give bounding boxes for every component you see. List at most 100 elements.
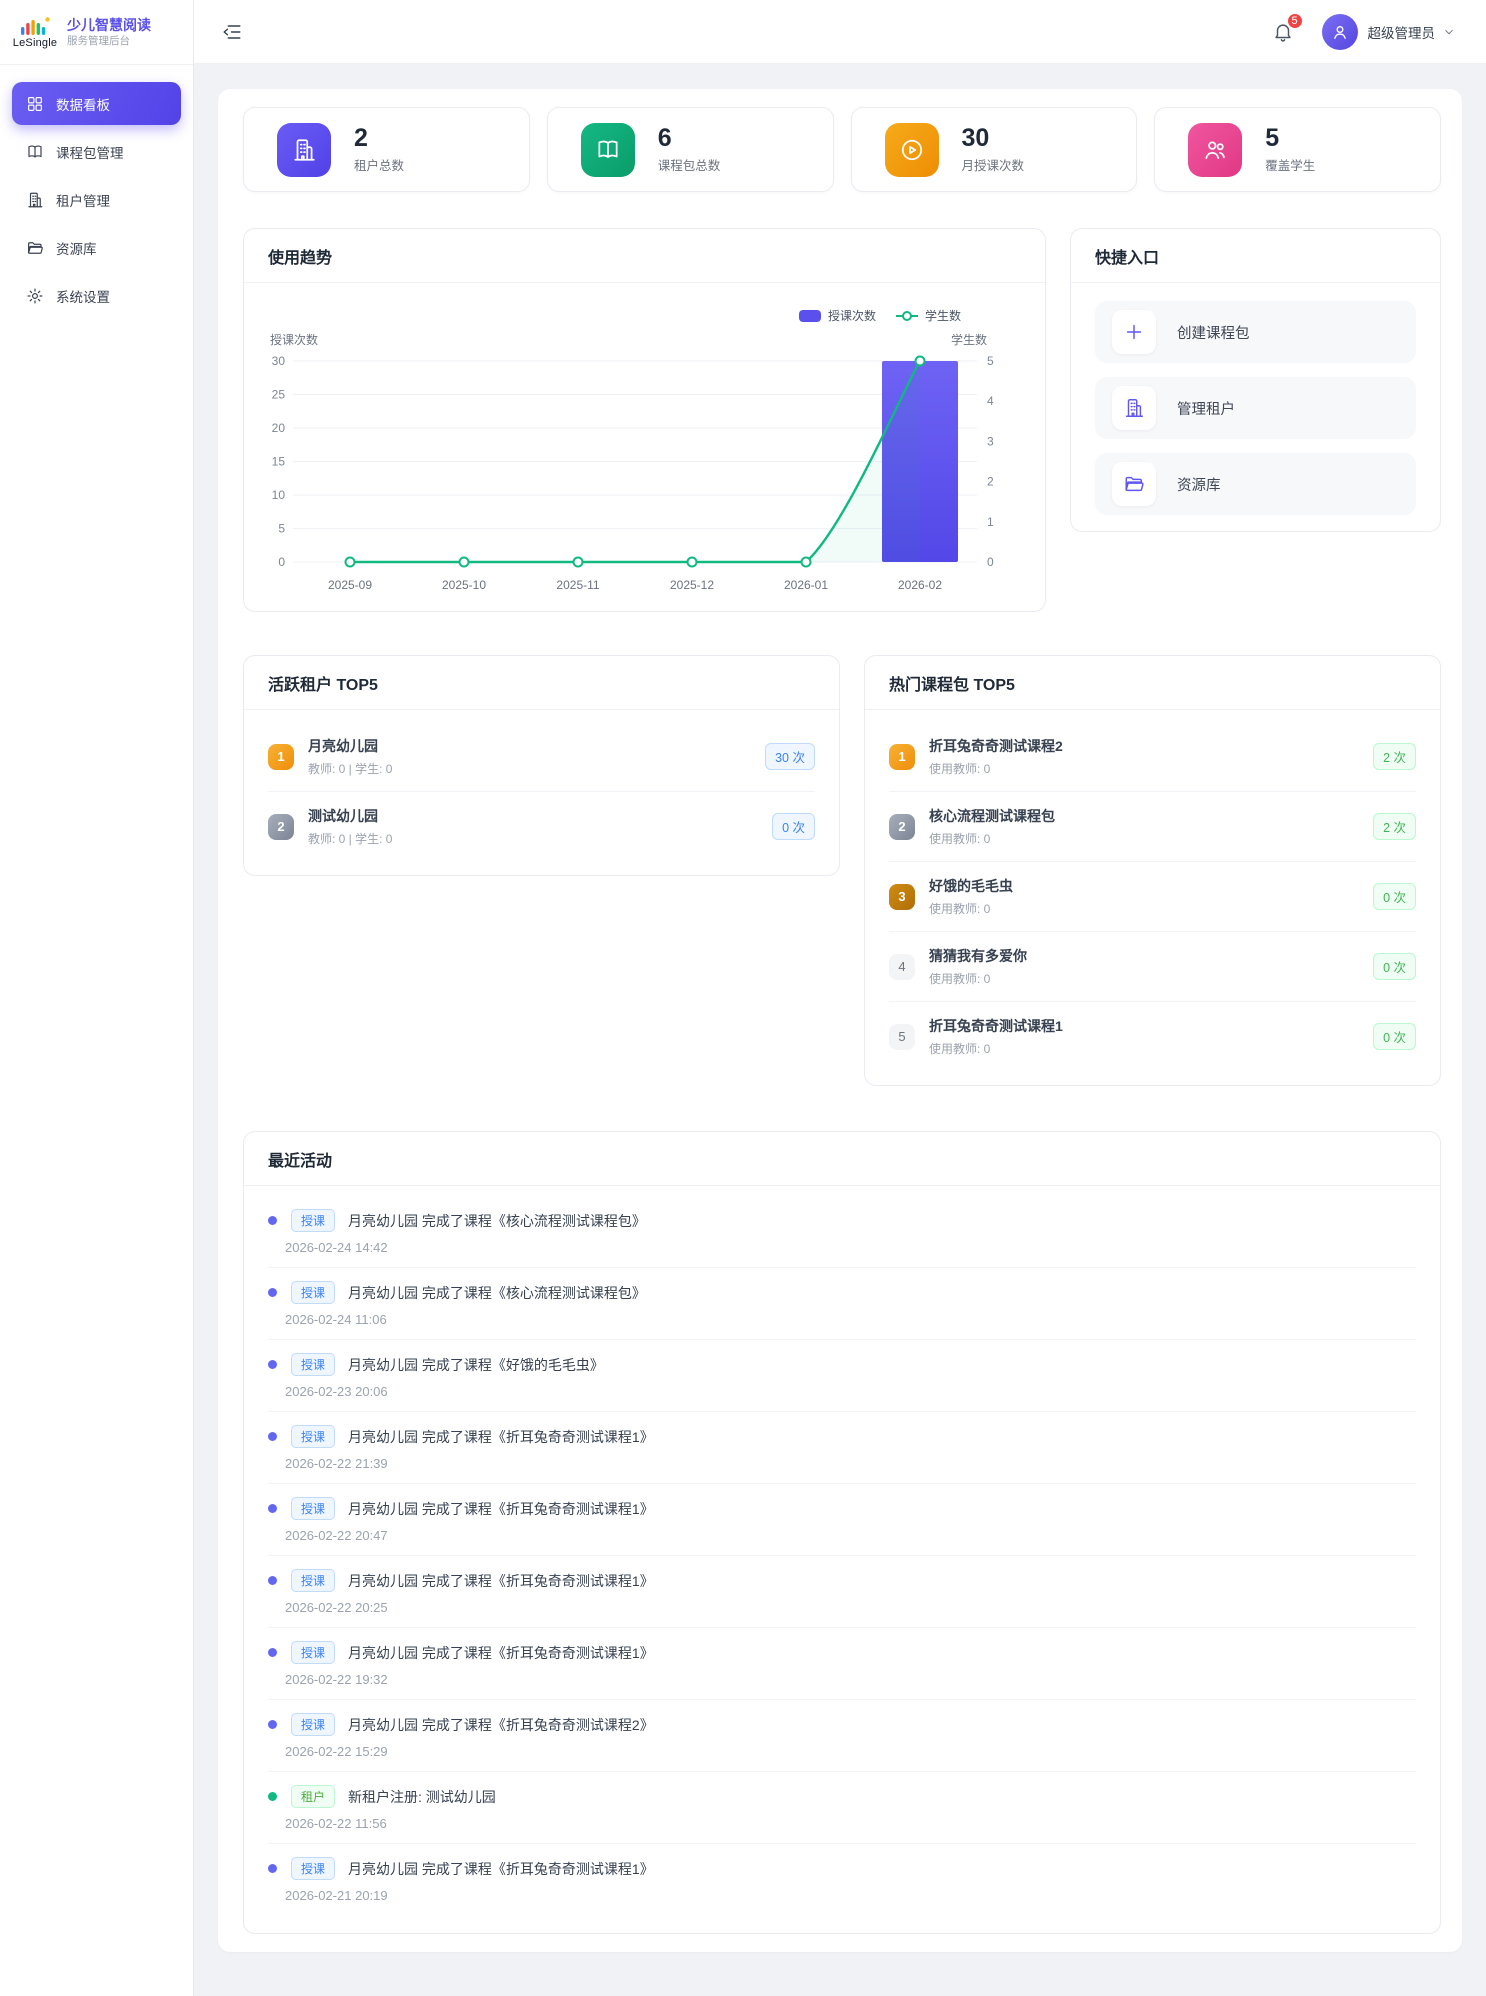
legend-item-bar[interactable]: 授课次数 bbox=[798, 307, 876, 324]
activity-type-badge: 授课 bbox=[291, 1353, 336, 1376]
active-tenants-title: 活跃租户 TOP5 bbox=[268, 676, 378, 694]
package-name: 核心流程测试课程包 bbox=[929, 808, 1055, 824]
activity-time: 2026-02-23 20:06 bbox=[285, 1384, 388, 1399]
sidebar-item-label: 系统设置 bbox=[56, 289, 110, 305]
chart-legend: 授课次数 学生数 bbox=[798, 307, 961, 324]
activity-time: 2026-02-24 14:42 bbox=[285, 1240, 388, 1255]
package-meta: 使用教师: 0 bbox=[929, 1042, 991, 1056]
package-row: 1 折耳兔奇奇测试课程2 使用教师: 0 2 次 bbox=[889, 722, 1416, 792]
notification-bell-icon[interactable]: 5 bbox=[1272, 11, 1304, 43]
quick-entry-title: 快捷入口 bbox=[1095, 249, 1160, 267]
quick-entry-button[interactable]: 资源库 bbox=[1095, 453, 1416, 515]
left-axis-tick: 20 bbox=[272, 421, 286, 435]
bell-icon bbox=[1272, 21, 1294, 43]
activity-type-badge: 租户 bbox=[291, 1785, 336, 1808]
right-axis-tick: 1 bbox=[987, 515, 994, 529]
activity-row: 授课 月亮幼儿园 完成了课程《核心流程测试课程包》 2026-02-24 11:… bbox=[268, 1268, 1416, 1340]
package-meta: 使用教师: 0 bbox=[929, 832, 991, 846]
user-menu[interactable]: 超级管理员 bbox=[1321, 13, 1457, 50]
quick-entry-label: 资源库 bbox=[1177, 477, 1221, 494]
activity-text: 月亮幼儿园 完成了课程《折耳兔奇奇测试课程1》 bbox=[348, 1428, 654, 1445]
stat-value: 6 bbox=[657, 124, 672, 152]
activity-row: 授课 月亮幼儿园 完成了课程《折耳兔奇奇测试课程1》 2026-02-22 20… bbox=[268, 1484, 1416, 1556]
line-area-fill bbox=[350, 361, 920, 562]
rank-badge: 4 bbox=[889, 953, 915, 980]
activity-text: 月亮幼儿园 完成了课程《好饿的毛毛虫》 bbox=[348, 1356, 604, 1373]
tenant-name: 测试幼儿园 bbox=[308, 808, 378, 824]
activity-text: 月亮幼儿园 完成了课程《折耳兔奇奇测试课程2》 bbox=[348, 1716, 654, 1733]
activity-text: 月亮幼儿园 完成了课程《核心流程测试课程包》 bbox=[348, 1284, 646, 1301]
activity-type-badge: 授课 bbox=[291, 1209, 336, 1232]
sidebar-item[interactable]: 课程包管理 bbox=[12, 130, 181, 173]
stat-value: 2 bbox=[354, 124, 368, 152]
right-axis-tick: 4 bbox=[987, 394, 994, 408]
quick-entry-card: 快捷入口 创建课程包 管理租户 资源库 bbox=[1070, 228, 1441, 532]
sidebar-collapse-icon[interactable] bbox=[221, 21, 243, 43]
brand-text: 少儿智慧阅读 服务管理后台 bbox=[67, 17, 151, 48]
sidebar-item[interactable]: 租户管理 bbox=[12, 178, 181, 221]
right-axis-tick: 3 bbox=[987, 434, 994, 448]
left-axis-name: 授课次数 bbox=[270, 333, 319, 347]
gear-icon bbox=[26, 287, 44, 305]
building-icon bbox=[1112, 386, 1156, 430]
usage-count-pill: 2 次 bbox=[1373, 743, 1416, 770]
package-meta: 使用教师: 0 bbox=[929, 972, 991, 986]
activity-time: 2026-02-22 11:56 bbox=[285, 1816, 387, 1831]
activity-type-badge: 授课 bbox=[291, 1497, 336, 1520]
plus-icon bbox=[1112, 310, 1156, 354]
line-marker bbox=[914, 355, 926, 367]
package-name: 猜猜我有多爱你 bbox=[929, 948, 1027, 964]
line-marker bbox=[344, 556, 356, 568]
x-axis-label: 2026-02 bbox=[898, 578, 942, 592]
activity-type-badge: 授课 bbox=[291, 1281, 336, 1304]
sidebar-menu: 数据看板 课程包管理 租户管理 资源库 系统设置 bbox=[0, 65, 193, 317]
left-axis-tick: 30 bbox=[272, 354, 286, 368]
sidebar-item-label: 课程包管理 bbox=[56, 145, 124, 161]
right-axis-tick: 2 bbox=[987, 475, 994, 489]
active-tenants-card: 活跃租户 TOP5 1 月亮幼儿园 教师: 0 | 学生: 0 30 次 2 bbox=[243, 655, 840, 876]
activity-time: 2026-02-22 21:39 bbox=[285, 1456, 388, 1471]
package-meta: 使用教师: 0 bbox=[929, 762, 991, 776]
activity-dot bbox=[268, 1504, 277, 1513]
quick-entry-label: 创建课程包 bbox=[1177, 325, 1250, 342]
left-axis-tick: 10 bbox=[272, 488, 286, 502]
x-axis-label: 2025-10 bbox=[442, 578, 486, 592]
legend-item-line[interactable]: 学生数 bbox=[895, 307, 961, 324]
usage-count-pill: 0 次 bbox=[1373, 1023, 1416, 1050]
activity-dot bbox=[268, 1360, 277, 1369]
quick-entry-button[interactable]: 创建课程包 bbox=[1095, 301, 1416, 363]
sidebar-item-label: 资源库 bbox=[56, 241, 97, 257]
quick-entry-label: 管理租户 bbox=[1177, 401, 1235, 418]
stat-card: 30 月授课次数 bbox=[850, 107, 1138, 192]
usage-trend-title: 使用趋势 bbox=[268, 249, 333, 267]
recent-activity-title: 最近活动 bbox=[268, 1152, 333, 1170]
package-name: 折耳兔奇奇测试课程2 bbox=[929, 738, 1063, 754]
stat-label: 课程包总数 bbox=[657, 159, 721, 173]
left-axis-tick: 15 bbox=[272, 455, 286, 469]
right-axis-tick: 0 bbox=[987, 555, 994, 569]
sidebar-item[interactable]: 系统设置 bbox=[12, 274, 181, 317]
rank-badge: 1 bbox=[268, 743, 294, 770]
sidebar-item[interactable]: 资源库 bbox=[12, 226, 181, 269]
brand: LeSingle 少儿智慧阅读 服务管理后台 bbox=[0, 0, 193, 65]
package-row: 3 好饿的毛毛虫 使用教师: 0 0 次 bbox=[889, 862, 1416, 932]
usage-count-pill: 30 次 bbox=[765, 743, 815, 770]
usage-count-pill: 0 次 bbox=[1373, 883, 1416, 910]
activity-type-badge: 授课 bbox=[291, 1713, 336, 1736]
rank-badge: 2 bbox=[268, 813, 294, 840]
activity-text: 月亮幼儿园 完成了课程《折耳兔奇奇测试课程1》 bbox=[348, 1500, 654, 1517]
activity-dot bbox=[268, 1288, 277, 1297]
usage-count-pill: 2 次 bbox=[1373, 813, 1416, 840]
sidebar-item[interactable]: 数据看板 bbox=[12, 82, 181, 125]
activity-dot bbox=[268, 1792, 277, 1801]
activity-time: 2026-02-22 20:25 bbox=[285, 1600, 388, 1615]
hot-packages-list: 1 折耳兔奇奇测试课程2 使用教师: 0 2 次 2 核心流程测试课程包 使用教… bbox=[865, 710, 1440, 1085]
activity-type-badge: 授课 bbox=[291, 1641, 336, 1664]
legend-label-line: 学生数 bbox=[924, 309, 961, 323]
left-axis-tick: 5 bbox=[278, 522, 285, 536]
activity-time: 2026-02-22 19:32 bbox=[285, 1672, 388, 1687]
stat-label: 租户总数 bbox=[354, 159, 405, 173]
active-tenants-list: 1 月亮幼儿园 教师: 0 | 学生: 0 30 次 2 测试幼儿园 教师: 0… bbox=[244, 710, 839, 875]
usage-count-pill: 0 次 bbox=[772, 813, 815, 840]
quick-entry-button[interactable]: 管理租户 bbox=[1095, 377, 1416, 439]
